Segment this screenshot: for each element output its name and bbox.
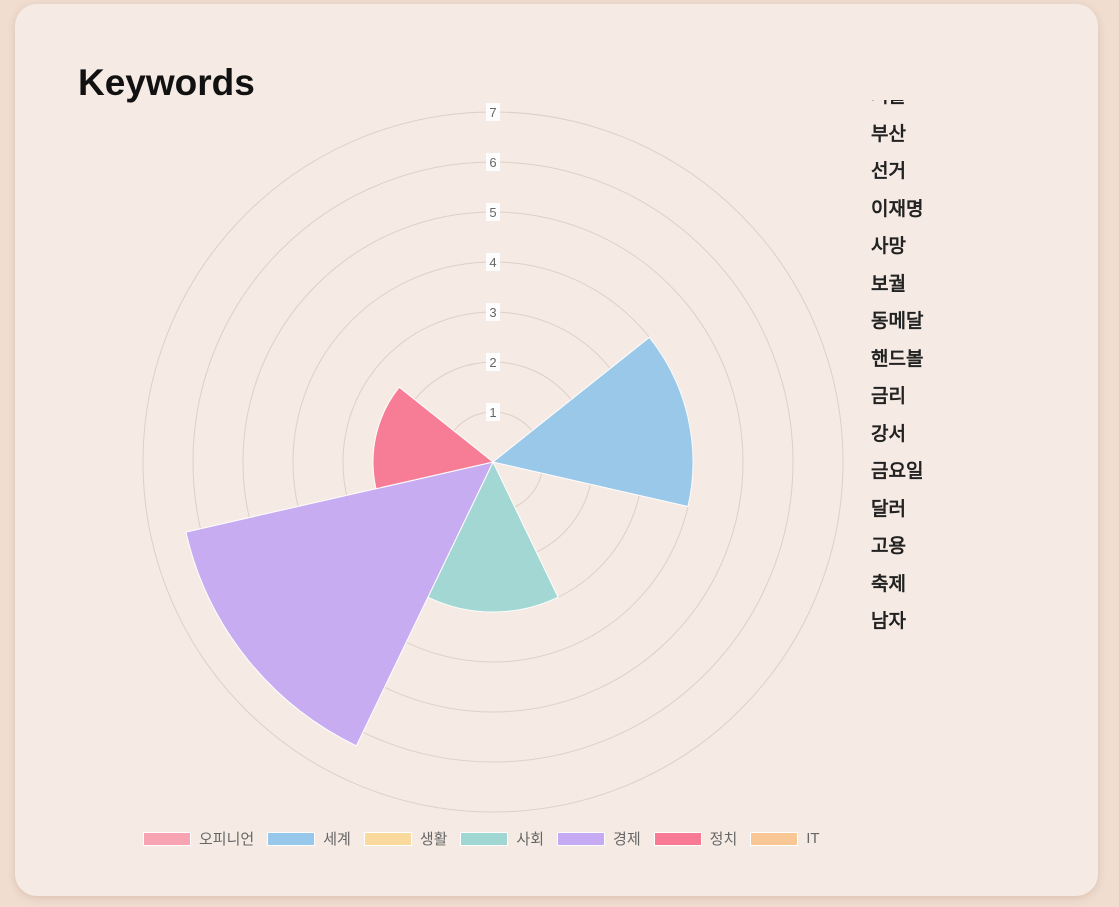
keyword-list[interactable]: 서울부산선거이재명사망보궐동메달핸드볼금리강서금요일달러고용축제남자 bbox=[871, 100, 1071, 656]
sector-1[interactable] bbox=[491, 336, 694, 508]
legend-swatch bbox=[750, 831, 799, 846]
legend-label: 경제 bbox=[613, 831, 641, 848]
legend-label: 사회 bbox=[516, 831, 545, 848]
legend-label: IT bbox=[806, 830, 820, 847]
tick-label-bg bbox=[486, 203, 500, 221]
tick-label: 3 bbox=[489, 305, 496, 320]
keyword-list-inner: 서울부산선거이재명사망보궐동메달핸드볼금리강서금요일달러고용축제남자 bbox=[871, 100, 923, 641]
tick-label: 4 bbox=[489, 255, 496, 270]
sector-4[interactable] bbox=[185, 461, 494, 747]
legend-swatch bbox=[143, 831, 191, 846]
legend-item[interactable]: 정치 bbox=[653, 828, 738, 849]
polar-area-chart[interactable]: 1 2 3 4 5 6 7 bbox=[15, 4, 1098, 896]
legend-swatch bbox=[267, 831, 316, 846]
legend-label: 정치 bbox=[709, 831, 738, 848]
legend-label: 오피니언 bbox=[199, 831, 255, 848]
tick-label-bg bbox=[486, 353, 500, 371]
legend-item[interactable]: 생활 bbox=[363, 828, 448, 849]
keyword-item[interactable]: 금요일 bbox=[871, 461, 924, 482]
tick-label-bg bbox=[486, 403, 500, 421]
tick-label: 6 bbox=[489, 155, 496, 170]
legend-item[interactable]: 경제 bbox=[557, 828, 641, 849]
keyword-item[interactable]: 달러 bbox=[871, 498, 906, 520]
tick-label: 5 bbox=[489, 205, 496, 220]
keyword-item[interactable]: 동메달 bbox=[871, 311, 924, 332]
tick-label-bg bbox=[486, 153, 500, 171]
tick-label: 2 bbox=[489, 355, 496, 370]
legend-item[interactable]: 오피니언 bbox=[143, 828, 254, 849]
chart-legend: 오피니언 세계 생활 사회 경제 정치 IT bbox=[143, 828, 833, 849]
keyword-item[interactable]: 축제 bbox=[871, 573, 906, 595]
tick-label: 1 bbox=[489, 405, 496, 420]
keyword-item[interactable]: 핸드볼 bbox=[871, 348, 924, 370]
sector-5[interactable] bbox=[372, 386, 495, 490]
chart-title: Keywords bbox=[78, 62, 255, 103]
keyword-item[interactable]: 남자 bbox=[871, 611, 906, 632]
sector-3[interactable] bbox=[427, 460, 559, 613]
tick-label-bg bbox=[486, 103, 500, 121]
tick-label: 7 bbox=[489, 105, 496, 120]
legend-label: 세계 bbox=[323, 831, 351, 848]
keyword-item[interactable]: 사망 bbox=[871, 236, 906, 257]
keyword-item[interactable]: 고용 bbox=[871, 536, 906, 557]
keyword-item[interactable]: 보궐 bbox=[871, 273, 906, 295]
tick-label-bg bbox=[486, 253, 500, 271]
keyword-item[interactable]: 서울 bbox=[871, 100, 923, 116]
keyword-item[interactable]: 이재명 bbox=[871, 198, 924, 220]
legend-label: 생활 bbox=[419, 831, 448, 848]
legend-item[interactable]: 세계 bbox=[267, 828, 351, 849]
legend-swatch bbox=[557, 831, 606, 846]
legend-swatch bbox=[653, 831, 702, 846]
legend-item[interactable]: IT bbox=[750, 830, 820, 847]
keyword-item[interactable]: 선거 bbox=[871, 161, 906, 182]
legend-item[interactable]: 사회 bbox=[460, 828, 544, 849]
legend-swatch bbox=[363, 831, 412, 846]
keyword-item[interactable]: 금리 bbox=[871, 386, 906, 407]
keyword-item[interactable]: 부산 bbox=[871, 123, 906, 145]
tick-label-bg bbox=[486, 303, 500, 321]
keyword-item[interactable]: 강서 bbox=[871, 423, 906, 445]
legend-swatch bbox=[460, 831, 509, 846]
chart-card: Keywords 1 2 3 4 5 6 7 서울부산선거이재명사망보궐동메달핸드볼금리강서… bbox=[15, 4, 1098, 896]
